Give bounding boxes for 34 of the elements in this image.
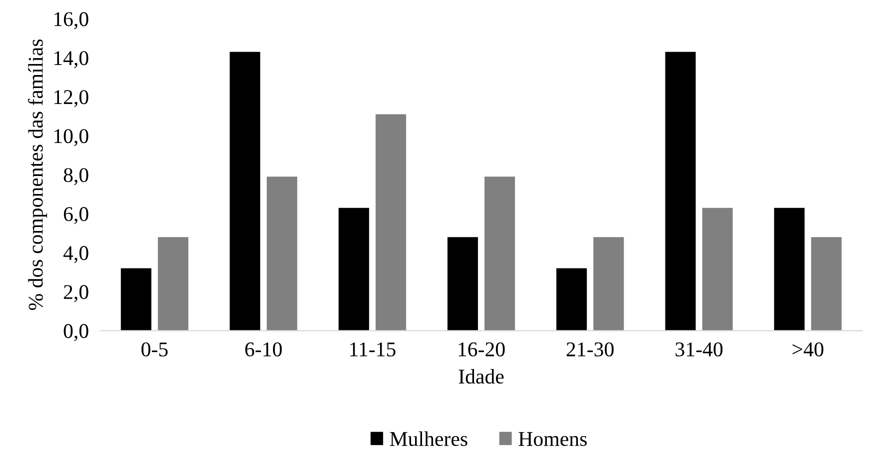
bar [338, 208, 370, 331]
x-tick-label: 0-5 [142, 342, 168, 356]
bar [376, 114, 406, 331]
y-tick-label: 4,0 [63, 246, 88, 264]
y-tick-label: 2,0 [64, 285, 88, 302]
bar [230, 52, 260, 331]
y-tick-label: 16,0 [54, 12, 88, 30]
bar [811, 237, 842, 331]
x-tick-label: 16-20 [458, 342, 505, 356]
x-tick-label: >40 [792, 342, 824, 356]
bar [158, 237, 188, 331]
x-tick-label: 31-40 [676, 342, 722, 356]
bar [266, 176, 298, 331]
bar [593, 237, 624, 331]
y-tick-label: 10,0 [54, 129, 88, 146]
x-tick-label: 21-30 [566, 342, 614, 356]
x-tick-label: 11-15 [350, 342, 396, 356]
bar [665, 52, 696, 331]
y-tick-label: 14,0 [54, 51, 88, 68]
y-axis-title: % dos componentes das famílias [28, 39, 48, 310]
legend-label: Homens [518, 432, 587, 446]
bar [556, 268, 587, 331]
y-tick-label: 8,0 [64, 168, 88, 186]
bar [120, 268, 152, 331]
y-tick-label: 6,0 [64, 207, 88, 224]
bar [774, 208, 805, 331]
x-axis-title: Idade [458, 368, 504, 384]
x-tick-label: 6-10 [245, 342, 282, 356]
bar [702, 208, 733, 331]
y-tick-label: 0,0 [64, 324, 88, 342]
bar [484, 176, 515, 331]
y-tick-label: 12,0 [54, 90, 88, 108]
bar [447, 237, 478, 331]
legend-label: Mulheres [390, 431, 468, 446]
